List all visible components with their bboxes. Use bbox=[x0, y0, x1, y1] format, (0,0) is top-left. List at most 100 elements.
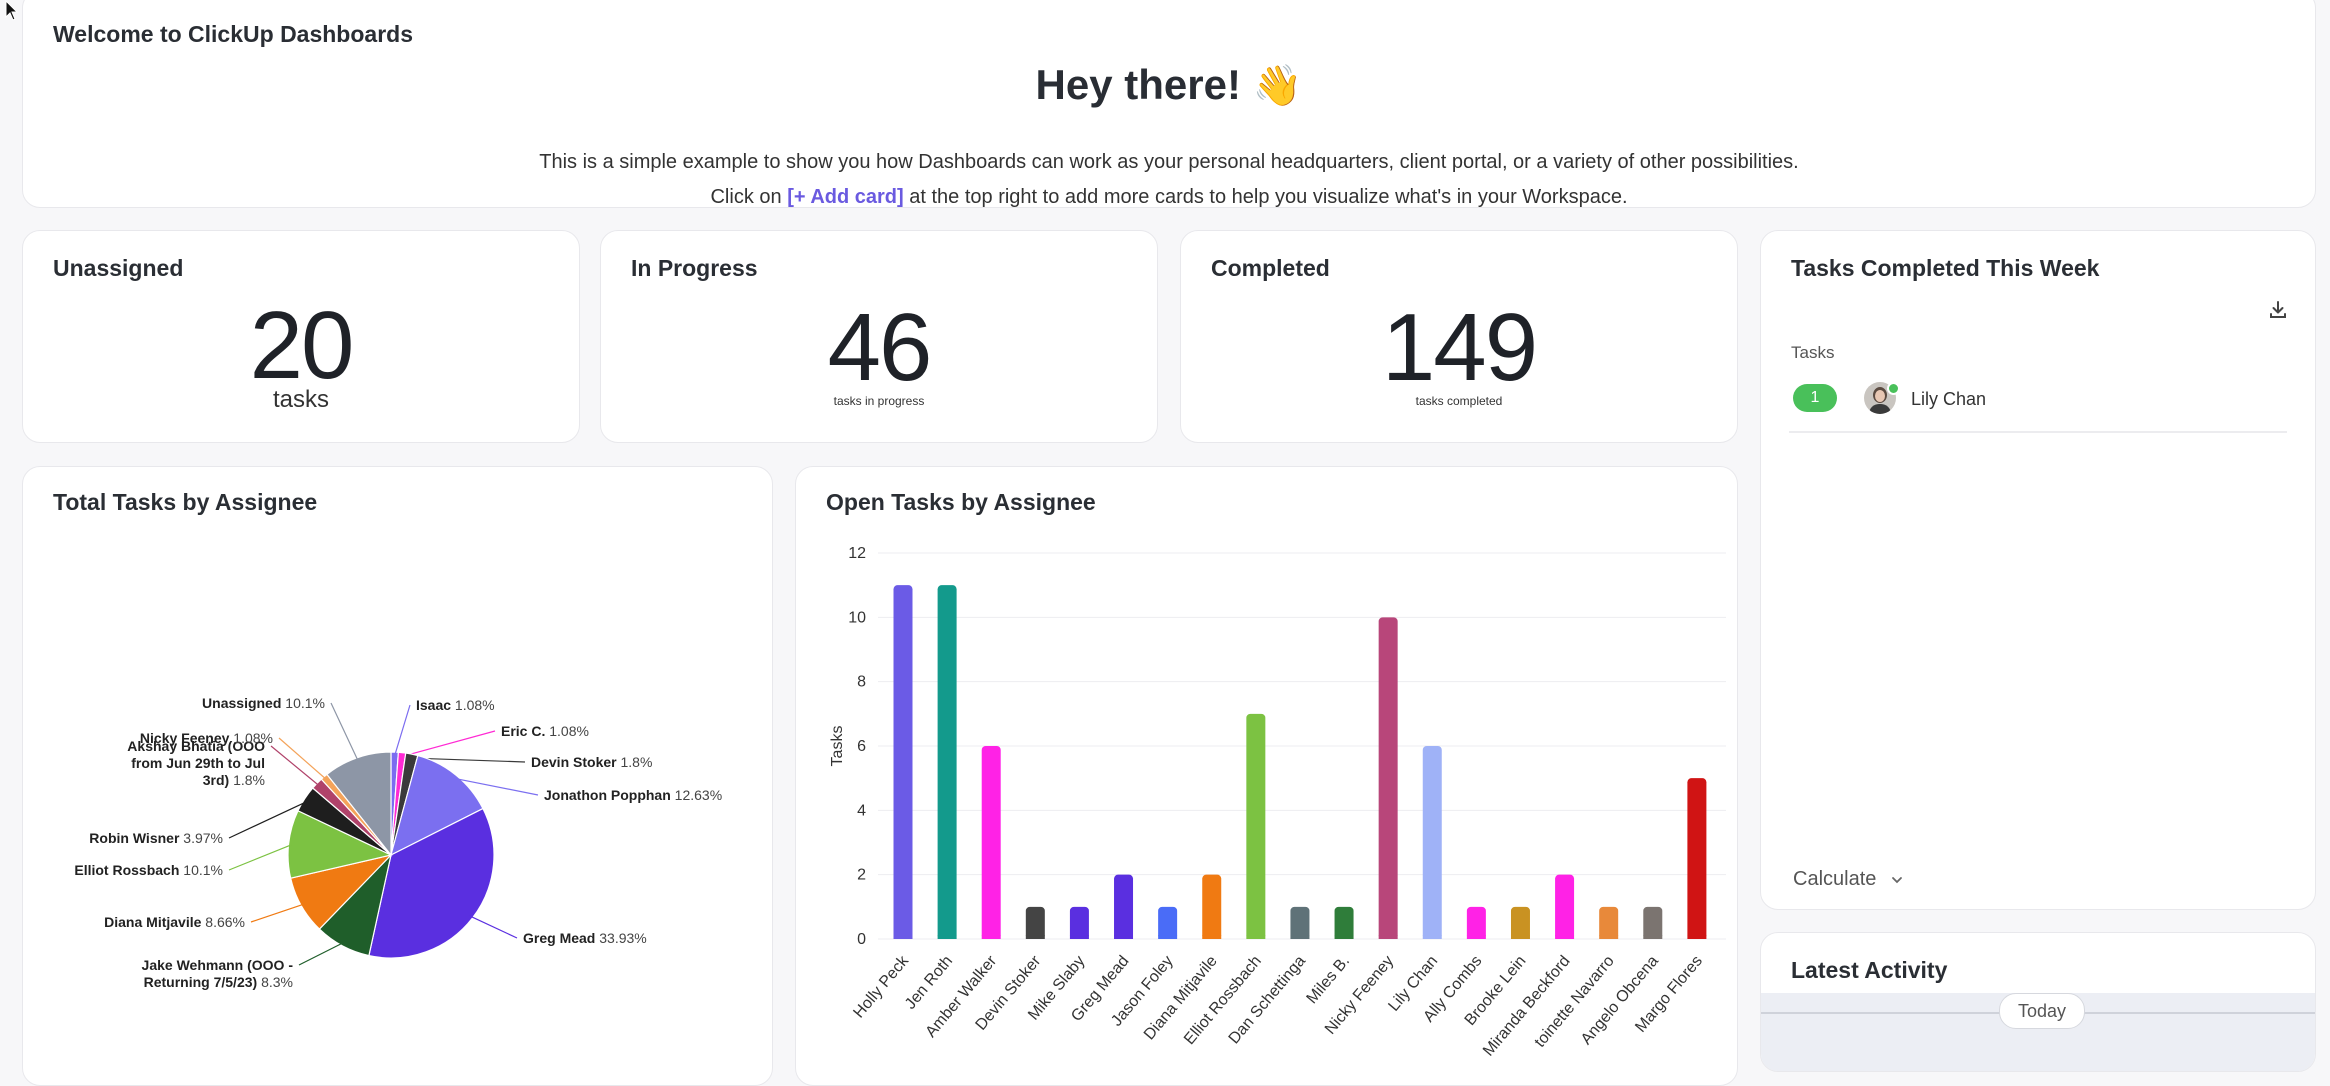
pie-label-name: Akshay Bhatia (OOO bbox=[127, 738, 265, 754]
pie-slice-label: Elliot Rossbach 10.1% bbox=[74, 862, 223, 878]
total-tasks-card: Total Tasks by Assignee Isaac 1.08% Eric … bbox=[22, 466, 773, 1086]
pie-label-name: Unassigned bbox=[202, 695, 281, 711]
bar[interactable] bbox=[1290, 906, 1310, 939]
bar-base bbox=[893, 935, 913, 939]
unassigned-title: Unassigned bbox=[53, 255, 184, 281]
bar[interactable] bbox=[1069, 906, 1089, 939]
pie-label-percent: 3.97% bbox=[179, 830, 223, 846]
y-axis-label: Tasks bbox=[829, 726, 846, 767]
bar-base bbox=[1422, 935, 1442, 939]
pie-slice-label: Devin Stoker 1.8% bbox=[531, 754, 652, 770]
bar-base bbox=[1158, 935, 1178, 939]
pie-slice-label: Greg Mead 33.93% bbox=[523, 930, 647, 946]
pie-label-name: Returning 7/5/23) bbox=[144, 974, 258, 990]
bar-base bbox=[937, 935, 957, 939]
bar[interactable] bbox=[981, 746, 1001, 939]
pie-slice-label: Akshay Bhatia (OOO from Jun 29th to Jul 3r… bbox=[127, 738, 265, 788]
pie-label-name: Nicky Feeney bbox=[140, 730, 230, 746]
welcome-heading: Hey there! 👋 bbox=[23, 61, 2315, 109]
bar[interactable] bbox=[1422, 746, 1442, 939]
pie-label-name: Greg Mead bbox=[523, 930, 595, 946]
bar[interactable] bbox=[1378, 617, 1398, 939]
welcome-line-1: This is a simple example to show you how… bbox=[539, 151, 1799, 173]
calculate-dropdown[interactable]: Calculate bbox=[1793, 868, 1904, 891]
pie-label-percent: 1.8% bbox=[617, 754, 653, 770]
completed-card[interactable]: Completed 149 tasks completed bbox=[1180, 230, 1738, 443]
x-tick-label: Elliot Rossbach bbox=[1181, 953, 1265, 1048]
pie-leader-line bbox=[453, 777, 539, 796]
pie-leader-line bbox=[228, 800, 309, 839]
completed-title: Completed bbox=[1211, 255, 1330, 281]
pie-leader-line bbox=[278, 737, 328, 781]
line2-prefix: Click on bbox=[710, 186, 788, 208]
bar[interactable] bbox=[1246, 713, 1266, 939]
bar[interactable] bbox=[1202, 874, 1222, 939]
in-progress-card[interactable]: In Progress 46 tasks in progress bbox=[600, 230, 1158, 443]
pie-label-percent: 8.66% bbox=[201, 914, 245, 930]
welcome-card: Welcome to ClickUp Dashboards Hey there!… bbox=[22, 0, 2316, 208]
avatar-face bbox=[1875, 390, 1885, 402]
bar-base bbox=[1025, 935, 1045, 939]
welcome-line-2: Click on [+ Add card] at the top right t… bbox=[23, 186, 2315, 208]
bar[interactable] bbox=[937, 585, 957, 939]
pie-leader-line bbox=[270, 745, 321, 787]
in-progress-caption: tasks in progress bbox=[833, 394, 925, 408]
chevron-down-icon bbox=[1892, 876, 1902, 883]
open-tasks-card: Open Tasks by Assignee 0 2 4 6 8 10 12 Tasks Hol… bbox=[795, 466, 1738, 1086]
pie-slice[interactable] bbox=[287, 809, 393, 879]
bar-base bbox=[1334, 935, 1354, 939]
y-tick-label: 8 bbox=[857, 674, 866, 691]
completed-caption: tasks completed bbox=[1415, 394, 1503, 408]
avatar-shoulders bbox=[1869, 404, 1891, 414]
pie-label-percent: 10.1% bbox=[179, 862, 223, 878]
tasks-completed-week-card: Tasks Completed This Week Tasks 1 Lily C… bbox=[1760, 230, 2316, 910]
bar[interactable] bbox=[1466, 906, 1486, 939]
bar-base bbox=[1599, 935, 1619, 939]
bar[interactable] bbox=[1025, 906, 1045, 939]
bar[interactable] bbox=[1334, 906, 1354, 939]
bar-base bbox=[1466, 935, 1486, 939]
in-progress-title: In Progress bbox=[631, 255, 758, 281]
bar[interactable] bbox=[1555, 874, 1575, 939]
pie-label-name: Robin Wisner bbox=[89, 830, 180, 846]
pie-label-percent: 8.3% bbox=[257, 974, 293, 990]
line2-suffix: at the top right to add more cards to he… bbox=[903, 186, 1628, 208]
pie-label-percent: 33.93% bbox=[595, 930, 646, 946]
pie-label-name: Devin Stoker bbox=[531, 754, 617, 770]
pie-leader-line bbox=[410, 757, 526, 763]
bar-base bbox=[981, 935, 1001, 939]
bar-base bbox=[1202, 935, 1222, 939]
today-pill: Today bbox=[1999, 993, 2085, 1029]
bar[interactable] bbox=[1599, 906, 1619, 939]
in-progress-count: 46 bbox=[827, 294, 933, 401]
bar-base bbox=[1114, 935, 1134, 939]
unassigned-card[interactable]: Unassigned 20 tasks bbox=[22, 230, 580, 443]
bar[interactable] bbox=[1643, 906, 1663, 939]
pie-label-name: from Jun 29th to Jul bbox=[131, 755, 265, 771]
pie-label-name: 3rd) bbox=[203, 772, 229, 788]
pie-leader-line bbox=[228, 843, 293, 871]
heading-text: Hey there! bbox=[1035, 61, 1241, 108]
pie-leader-line bbox=[330, 702, 359, 762]
pie-label-percent: 1.08% bbox=[545, 723, 589, 739]
pie-leader-line bbox=[250, 903, 306, 923]
bar-base bbox=[1290, 935, 1310, 939]
mouse-cursor-icon bbox=[5, 0, 19, 21]
tcw-title: Tasks Completed This Week bbox=[1791, 255, 2100, 281]
pie-slice-label: Diana Mitjavile 8.66% bbox=[104, 914, 245, 930]
y-tick-label: 2 bbox=[857, 867, 866, 884]
download-icon[interactable] bbox=[2267, 299, 2289, 321]
bar[interactable] bbox=[1114, 874, 1134, 939]
pie-leader-line bbox=[401, 730, 496, 758]
y-tick-label: 6 bbox=[857, 738, 866, 755]
pie-slice[interactable] bbox=[390, 754, 484, 857]
welcome-title: Welcome to ClickUp Dashboards bbox=[53, 21, 413, 47]
bar[interactable] bbox=[893, 585, 913, 939]
assignee-name[interactable]: Lily Chan bbox=[1911, 389, 1987, 409]
bar[interactable] bbox=[1510, 906, 1530, 939]
pie-slice[interactable] bbox=[368, 807, 495, 959]
add-card-link[interactable]: [+ Add card] bbox=[787, 186, 904, 208]
bar[interactable] bbox=[1158, 906, 1178, 939]
bar[interactable] bbox=[1687, 778, 1707, 939]
bar-base bbox=[1246, 935, 1266, 939]
